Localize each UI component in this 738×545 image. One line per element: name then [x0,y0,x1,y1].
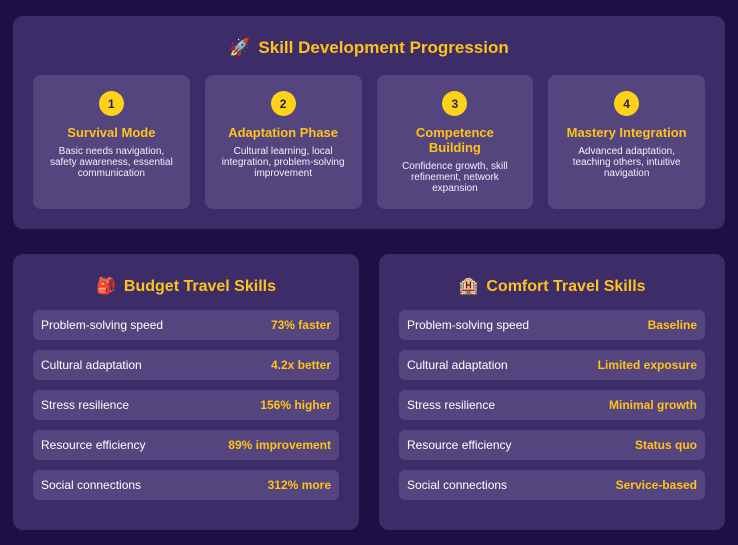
metric-row: Social connections Service-based [399,470,705,500]
metric-value: 312% more [267,478,331,492]
metric-row: Social connections 312% more [33,470,339,500]
stage-number-badge: 1 [98,91,124,116]
metric-value: Service-based [615,478,697,492]
comfort-travel-card: 🏨 Comfort Travel Skills Problem-solving s… [379,254,725,530]
rocket-icon: 🚀 [229,38,251,57]
metric-row: Cultural adaptation 4.2x better [33,350,339,380]
hotel-icon: 🏨 [458,278,479,295]
budget-metrics-list: Problem-solving speed 73% faster Cultural… [33,310,339,510]
metric-row: Stress resilience Minimal growth [399,390,705,420]
stage-description: Basic needs navigation, safety awareness… [49,146,173,179]
budget-card-title: 🎒 Budget Travel Skills [96,278,276,295]
metric-value: 89% improvement [228,438,331,452]
progression-title: 🚀 Skill Development Progression [229,38,509,57]
metric-value: 4.2x better [270,358,331,372]
metric-value: Minimal growth [609,398,697,412]
stage-card: 4 Mastery Integration Advanced adaptatio… [548,75,705,209]
stage-description: Cultural learning, local integration, pr… [221,146,345,179]
backpack-icon: 🎒 [96,278,116,295]
skill-progression-panel: 🚀 Skill Development Progression 1 Surviva… [13,16,725,229]
budget-travel-card: 🎒 Budget Travel Skills Problem-solving sp… [13,254,359,530]
stage-card: 3 Competence Building Confidence growth,… [376,75,534,209]
metric-label: Cultural adaptation [407,358,508,372]
stage-title: Competence Building [415,125,494,155]
stage-number-badge: 4 [614,91,640,116]
metric-label: Social connections [41,478,142,492]
metric-row: Problem-solving speed 73% faster [33,310,339,340]
metric-value: Baseline [647,318,697,332]
stage-title: Mastery Integration [566,125,687,140]
metric-row: Resource efficiency Status quo [399,430,705,460]
comfort-metrics-list: Problem-solving speed Baseline Cultural a… [399,310,705,510]
metric-label: Stress resilience [41,398,130,412]
metric-label: Cultural adaptation [41,358,142,372]
stage-title: Survival Mode [67,125,156,140]
comfort-card-title: 🏨 Comfort Travel Skills [458,278,646,295]
stage-description: Confidence growth, skill refinement, net… [402,161,508,194]
stage-description: Advanced adaptation, teaching others, in… [572,146,681,179]
metric-row: Resource efficiency 89% improvement [33,430,339,460]
metric-label: Social connections [407,478,508,492]
metric-row: Problem-solving speed Baseline [399,310,705,340]
metric-row: Stress resilience 156% higher [33,390,339,420]
metric-value: 73% faster [270,318,331,332]
metric-label: Problem-solving speed [41,318,164,332]
metric-row: Cultural adaptation Limited exposure [399,350,705,380]
metric-value: Limited exposure [597,358,697,372]
stage-card: 1 Survival Mode Basic needs navigation, … [33,75,190,209]
metric-value: Status quo [635,438,697,452]
stage-card: 2 Adaptation Phase Cultural learning, lo… [204,75,362,209]
metric-label: Resource efficiency [407,438,512,452]
stage-title: Adaptation Phase [228,125,339,140]
metric-label: Problem-solving speed [407,318,530,332]
stages-row: 1 Survival Mode Basic needs navigation, … [33,75,705,209]
metric-value: 156% higher [260,398,331,412]
metric-label: Resource efficiency [41,438,146,452]
stage-number-badge: 2 [270,91,296,116]
metric-label: Stress resilience [407,398,496,412]
stage-number-badge: 3 [442,91,468,116]
